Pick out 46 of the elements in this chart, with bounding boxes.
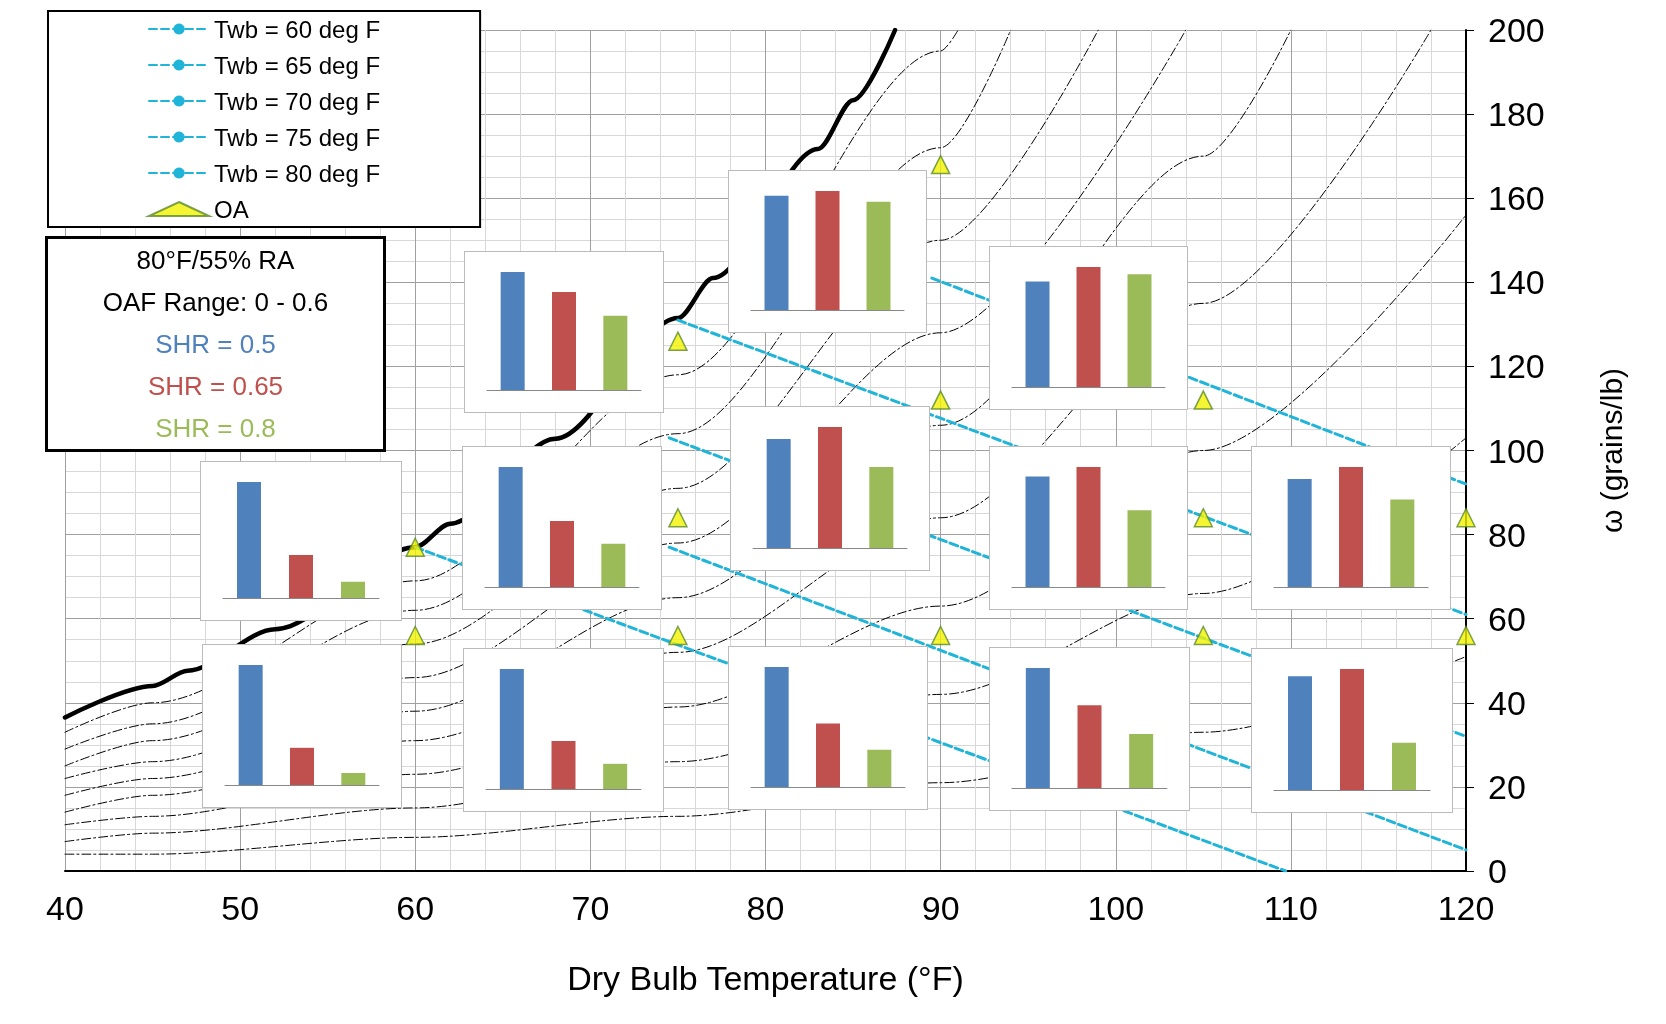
legend-label: Twb = 70 deg F xyxy=(214,87,381,115)
annotation: SHR = 0.65 xyxy=(147,370,284,403)
point xyxy=(1193,625,1214,646)
point xyxy=(668,331,688,351)
legend-label: Twb = 60 deg F xyxy=(214,15,381,43)
point xyxy=(930,390,951,410)
point xyxy=(1456,508,1476,528)
legend-label: Twb = 75 deg F xyxy=(214,123,381,151)
y-tick-label: 80 xyxy=(1488,515,1526,554)
point xyxy=(1193,508,1214,528)
x-axis-title: Dry Bulb Temperature (°F) xyxy=(567,959,964,997)
annotation: SHR = 0.8 xyxy=(155,412,276,445)
x-tick-label: 100 xyxy=(1087,889,1145,927)
legend-label: Twb = 80 deg F xyxy=(214,159,381,187)
point xyxy=(1193,390,1214,410)
y-tick-label: 140 xyxy=(1488,263,1545,302)
y-tick-label: 20 xyxy=(1488,767,1526,806)
point xyxy=(930,625,951,646)
y-tick-label: 160 xyxy=(1488,179,1545,218)
x-tick-label: 80 xyxy=(746,889,785,927)
point xyxy=(405,625,425,646)
y-tick-label: 0 xyxy=(1488,852,1507,890)
y-tick-label: 180 xyxy=(1488,95,1545,134)
y-tick-label: 200 xyxy=(1488,11,1545,49)
x-tick-label: 120 xyxy=(1437,889,1495,927)
y-tick-label: 100 xyxy=(1488,431,1545,470)
x-tick-label: 110 xyxy=(1263,889,1318,927)
legend-label: Twb = 65 deg F xyxy=(214,51,381,79)
x-tick-label: 90 xyxy=(921,889,960,927)
annotation: SHR = 0.5 xyxy=(155,328,276,361)
x-tick-label: 60 xyxy=(396,889,435,927)
point xyxy=(930,154,951,175)
point xyxy=(405,537,425,557)
y-axis-title: ω (grains/lb) xyxy=(1594,367,1628,534)
annotation: 80°F/55% RA xyxy=(136,244,295,277)
y-tick-label: 120 xyxy=(1488,347,1545,386)
point xyxy=(1456,625,1476,646)
x-tick-label: 40 xyxy=(46,889,84,927)
y-tick-label: 60 xyxy=(1488,599,1526,638)
x-tick-label: 70 xyxy=(571,889,610,927)
x-tick-label: 50 xyxy=(221,889,260,927)
point xyxy=(668,625,688,646)
legend-label: OA xyxy=(214,195,249,223)
annotation: OAF Range: 0 - 0.6 xyxy=(102,286,329,319)
y-tick-label: 40 xyxy=(1488,683,1526,722)
point xyxy=(668,508,688,528)
